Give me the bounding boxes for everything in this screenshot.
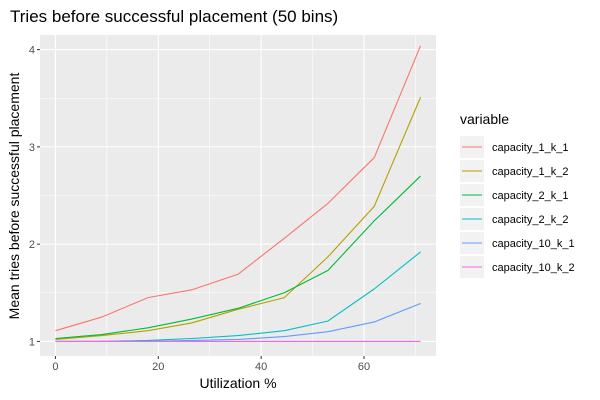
legend-label-capacity-2-k-1: capacity_2_k_1: [492, 190, 568, 202]
series-line-capacity-1-k-1: [55, 45, 422, 332]
x-tick-label: 40: [255, 361, 267, 373]
y-tick-label: 2: [29, 239, 35, 251]
y-axis-title: Mean tries before successful placement: [6, 73, 22, 320]
chart-title: Tries before successful placement (50 bi…: [10, 7, 338, 26]
x-tick-label: 20: [152, 361, 164, 373]
legend-label-capacity-1-k-2: capacity_1_k_2: [492, 166, 568, 178]
x-axis-ticks: 0 20 40 60: [52, 356, 370, 373]
x-tick-label: 0: [52, 361, 58, 373]
legend-label-capacity-2-k-2: capacity_2_k_2: [492, 214, 568, 226]
legend-label-capacity-10-k-2: capacity_10_k_2: [492, 262, 575, 274]
y-axis-ticks: 1 2 3 4: [29, 45, 40, 348]
legend: capacity_1_k_1 capacity_1_k_2 capacity_2_k…: [460, 136, 575, 278]
legend-label-capacity-10-k-1: capacity_10_k_1: [492, 238, 575, 250]
x-tick-label: 60: [358, 361, 370, 373]
legend-title: variable: [460, 111, 509, 127]
legend-label-capacity-1-k-1: capacity_1_k_1: [492, 142, 568, 154]
y-tick-label: 1: [29, 336, 35, 348]
minor-gridlines: [40, 35, 436, 356]
x-axis-title: Utilization %: [199, 375, 276, 391]
y-tick-label: 3: [29, 142, 35, 154]
y-tick-label: 4: [29, 45, 35, 57]
series-lines: [55, 45, 422, 342]
series-line-capacity-1-k-2: [55, 97, 422, 341]
series-line-capacity-2-k-1: [55, 175, 421, 340]
